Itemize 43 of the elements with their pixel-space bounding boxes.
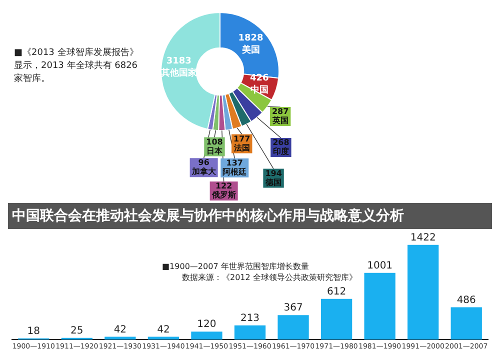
data-label: 367: [284, 302, 303, 314]
data-label: 120: [197, 319, 216, 330]
data-label: 42: [157, 324, 170, 336]
slice-label: 德国: [264, 178, 282, 187]
slice-label: 英国: [271, 116, 288, 126]
slice-label: 其他国家: [160, 67, 197, 78]
bar: [191, 332, 222, 340]
data-label: 1001: [367, 260, 393, 272]
bar: [408, 244, 439, 340]
text: 中国联合会在推动社会发展与协作中的核心作用与战略意义分析: [8, 203, 492, 229]
data-label: 287: [272, 107, 289, 116]
data-label: 486: [456, 294, 476, 306]
slice-label: 日本: [206, 146, 224, 156]
text: ■《2013 全球智库发展报告》显示，2013 年全球共有 6826 家智库。: [14, 46, 140, 84]
data-label: 3183: [166, 56, 192, 66]
data-label: 108: [206, 137, 224, 146]
data-label: 96: [198, 158, 210, 168]
data-label: 194: [265, 168, 282, 178]
data-label: 268: [272, 138, 290, 148]
slice-label: 加拿大: [190, 167, 217, 176]
data-label: 1828: [238, 33, 264, 44]
slice-label: 俄罗斯: [210, 190, 236, 200]
data-label: 1422: [410, 232, 436, 244]
slice-label: 阿根廷: [222, 167, 247, 176]
data-label: 213: [240, 313, 260, 324]
bar: [104, 336, 136, 340]
data-label: 122: [215, 182, 232, 191]
data-label: 18: [27, 326, 40, 337]
annotation: 数据来源：《2012 全球领导公共政策研究智库》: [182, 273, 357, 282]
slice-label: 美国: [240, 44, 260, 56]
bar: [278, 315, 309, 340]
data-label: 25: [70, 326, 84, 337]
data-label: 612: [327, 286, 346, 298]
annotation: ■1900—2007 年世界范围智库增长数量: [162, 262, 309, 272]
data-label: 177: [234, 134, 250, 144]
bar: [320, 298, 352, 340]
data-label: 42: [114, 324, 127, 336]
bar: [234, 325, 266, 340]
data-label: 137: [226, 158, 243, 168]
bar: [364, 272, 396, 340]
bar: [450, 307, 482, 340]
slice-label: 印度: [272, 146, 289, 156]
slice-label: 法国: [232, 143, 250, 152]
